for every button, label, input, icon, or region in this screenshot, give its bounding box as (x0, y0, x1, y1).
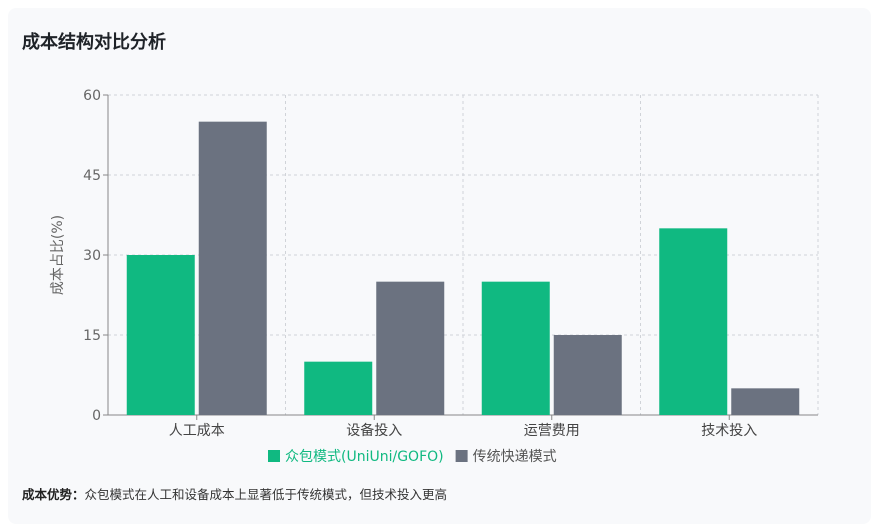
legend-swatch-0[interactable] (268, 450, 280, 462)
x-category-label: 运营费用 (524, 423, 580, 439)
legend-label-1[interactable]: 传统快递模式 (473, 449, 557, 465)
note-text: 众包模式在人工和设备成本上显著低于传统模式，但技术投入更高 (84, 487, 448, 502)
y-tick-label: 0 (92, 408, 101, 424)
legend-label-0[interactable]: 众包模式(UniUni/GOFO) (285, 449, 444, 465)
cost-advantage-note: 成本优势：众包模式在人工和设备成本上显著低于传统模式，但技术投入更高 (22, 484, 447, 503)
chart-title: 成本结构对比分析 (22, 32, 166, 53)
bar-crowd-0[interactable] (126, 255, 195, 415)
bar-crowd-2[interactable] (481, 281, 550, 415)
legend: 众包模式(UniUni/GOFO) 传统快递模式 (268, 449, 557, 465)
bar-crowd-3[interactable] (659, 228, 728, 415)
x-category-label: 设备投入 (346, 422, 402, 439)
bar-crowd-1[interactable] (304, 361, 373, 415)
bar-traditional-0[interactable] (198, 121, 267, 416)
y-tick-label: 30 (83, 248, 101, 264)
x-category-label: 技术投入 (701, 423, 757, 439)
note-label: 成本优势： (22, 487, 85, 502)
x-category-label: 人工成本 (169, 423, 225, 439)
y-axis-title: 成本占比(%) (50, 215, 66, 295)
bar-traditional-2[interactable] (553, 335, 622, 415)
y-tick-label: 45 (83, 168, 101, 184)
y-tick-label: 60 (83, 88, 101, 104)
legend-swatch-1[interactable] (455, 450, 468, 462)
labels: 0 15 30 45 60 人工成本 设备投入 运营费用 技术投入 成本占比(%) (50, 88, 757, 439)
bars (126, 121, 800, 416)
y-tick-label: 15 (83, 328, 101, 344)
bar-traditional-3[interactable] (731, 388, 800, 415)
bar-traditional-1[interactable] (376, 281, 445, 415)
